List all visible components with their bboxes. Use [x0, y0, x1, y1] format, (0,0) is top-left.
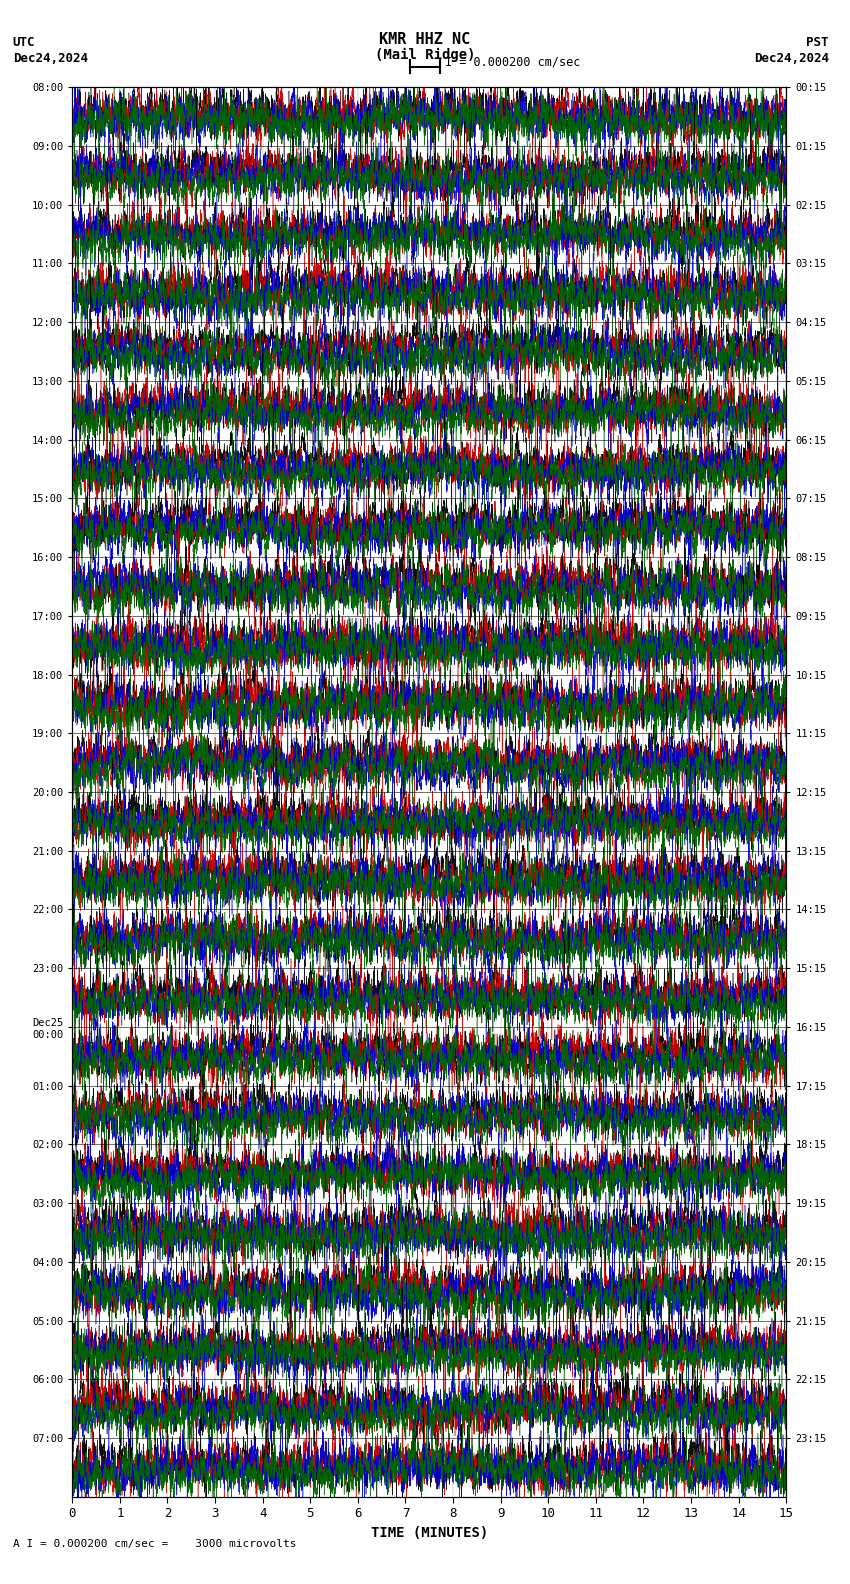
X-axis label: TIME (MINUTES): TIME (MINUTES)	[371, 1525, 488, 1540]
Text: UTC: UTC	[13, 36, 35, 49]
Text: PST: PST	[807, 36, 829, 49]
Text: (Mail Ridge): (Mail Ridge)	[375, 48, 475, 62]
Text: KMR HHZ NC: KMR HHZ NC	[379, 32, 471, 46]
Text: Dec24,2024: Dec24,2024	[754, 52, 829, 65]
Text: Dec24,2024: Dec24,2024	[13, 52, 88, 65]
Text: I = 0.000200 cm/sec: I = 0.000200 cm/sec	[445, 55, 580, 68]
Text: A I = 0.000200 cm/sec =    3000 microvolts: A I = 0.000200 cm/sec = 3000 microvolts	[13, 1540, 297, 1549]
